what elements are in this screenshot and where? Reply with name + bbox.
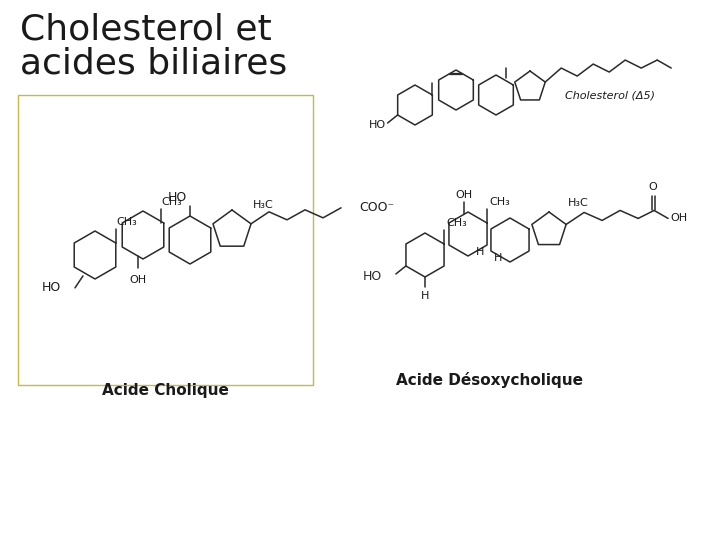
- Text: HO: HO: [168, 191, 187, 204]
- Text: CH₃: CH₃: [161, 197, 181, 207]
- Text: OH: OH: [456, 190, 472, 200]
- Text: H: H: [494, 253, 502, 263]
- Text: H₃C: H₃C: [568, 198, 589, 208]
- Text: OH: OH: [130, 275, 147, 285]
- Text: H: H: [476, 247, 485, 257]
- Text: COO⁻: COO⁻: [359, 201, 394, 214]
- Text: Acide Cholique: Acide Cholique: [102, 383, 228, 398]
- Text: CH₃: CH₃: [489, 197, 510, 207]
- Text: HO: HO: [369, 120, 386, 130]
- Text: CH₃: CH₃: [446, 218, 467, 228]
- Text: OH: OH: [670, 213, 688, 224]
- Bar: [18, 95, 313, 385]
- Text: Cholesterol (Δ5): Cholesterol (Δ5): [565, 91, 655, 101]
- Text: H: H: [420, 291, 429, 301]
- Text: Cholesterol et: Cholesterol et: [20, 12, 271, 46]
- Text: CH₃: CH₃: [116, 217, 137, 227]
- Text: H₃C: H₃C: [253, 200, 274, 210]
- Text: HO: HO: [363, 269, 382, 282]
- Text: HO: HO: [42, 281, 61, 294]
- Text: acides biliaires: acides biliaires: [20, 47, 287, 81]
- Text: Acide Désoxycholique: Acide Désoxycholique: [397, 372, 583, 388]
- Text: O: O: [649, 183, 657, 192]
